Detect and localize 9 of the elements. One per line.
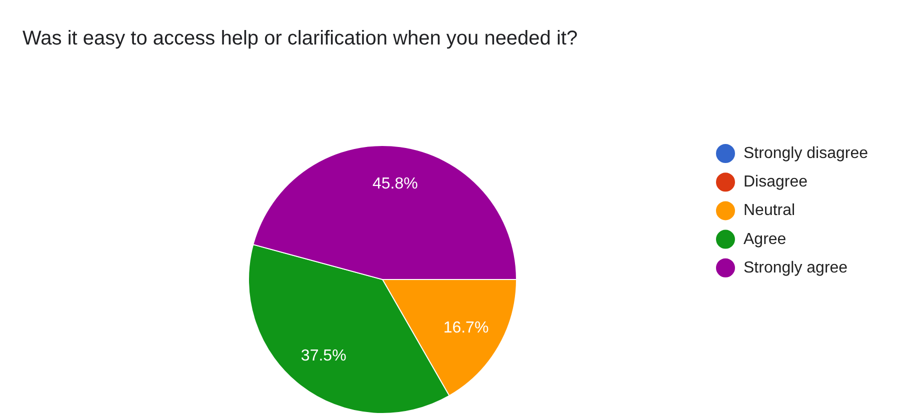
data-label: 45.8% [372, 175, 418, 192]
data-label: 37.5% [300, 347, 346, 364]
legend-label: Strongly agree [744, 259, 848, 276]
legend-label: Strongly disagree [744, 145, 868, 162]
legend-label: Agree [744, 230, 786, 248]
legend-label: Disagree [744, 174, 808, 191]
data-label: 16.7% [443, 319, 489, 336]
legend-label: Neutral [744, 202, 796, 220]
chart-title: Was it easy to access help or clarification when you needed it? [22, 28, 578, 50]
